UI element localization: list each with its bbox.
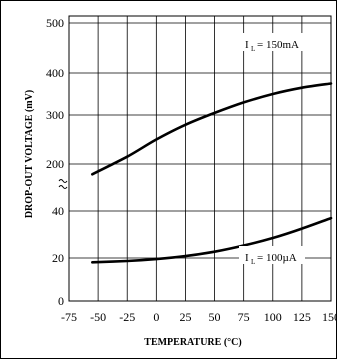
y-tick-label: 0 [58,294,64,308]
x-tick-label: -50 [90,310,106,324]
x-tick-labels: -75 -50 -25 0 25 50 75 100 125 150 [61,310,337,324]
annotation-rest: = 100µA [257,252,297,264]
y-tick-label: 40 [52,204,64,218]
x-tick-label: -75 [61,310,77,324]
annotation-main: I [245,252,249,264]
series-group [91,82,333,264]
plot-area [68,15,332,302]
y-tick-labels: 0 20 40 200 300 400 500 [46,16,64,308]
y-tick-label: 400 [46,66,64,80]
series-line-100ua [91,216,333,264]
annotation-main: I [245,39,249,51]
axis-break-mark [58,179,68,183]
x-tick-label: 125 [293,310,311,324]
annotation-100ua: I L = 100µA [239,246,305,266]
x-tick-label: 150 [322,310,337,324]
x-tick-label: 25 [179,310,191,324]
x-tick-label: 50 [209,310,221,324]
annotation-rest: = 150mA [257,39,299,51]
annotation-150ma: I L = 150mA [239,33,307,53]
x-axis-label: TEMPERATURE (°C) [144,337,241,348]
y-tick-label: 200 [46,157,64,171]
axis-break-icon [58,179,68,189]
series-line-150ma [91,82,333,176]
y-axis-label: DROP-OUT VOLTAGE (mV) [24,90,35,218]
x-tick-label: 0 [153,310,159,324]
y-tick-label: 500 [46,16,64,30]
y-tick-label: 20 [52,251,64,265]
y-tick-label: 300 [46,108,64,122]
x-tick-label: -25 [119,310,135,324]
annotation-sub: L [251,45,255,53]
x-tick-label: 100 [264,310,282,324]
x-tick-label: 75 [238,310,250,324]
annotation-sub: L [251,258,255,266]
axis-break-mark [58,185,68,189]
